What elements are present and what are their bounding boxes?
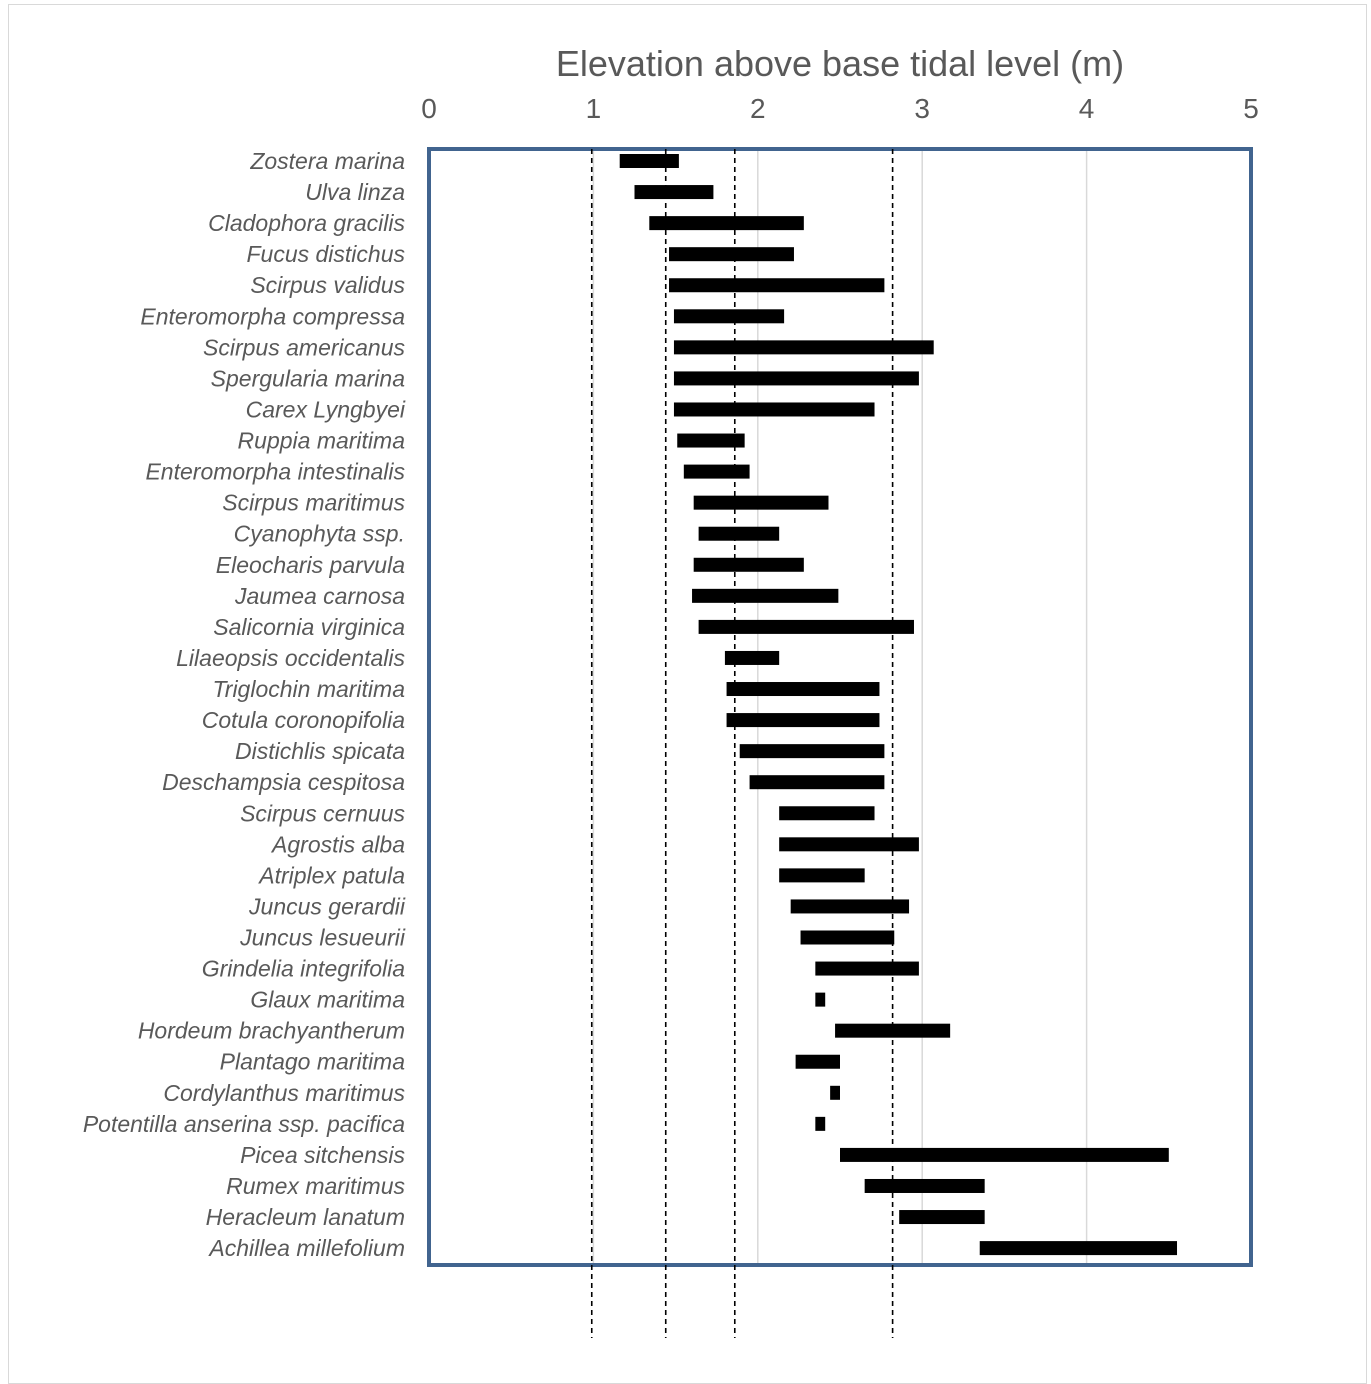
x-tick-label: 1 [586,93,602,124]
species-label: Agrostis alba [270,831,405,857]
range-bars [619,154,1178,1256]
species-label: Jaumea carnosa [234,583,405,609]
range-bar [692,588,839,603]
species-label: Ruppia maritima [238,428,405,454]
range-bar [835,1023,951,1038]
species-label: Scirpus cernuus [240,800,405,826]
range-bar [649,216,804,231]
range-bar [726,682,880,697]
species-label: Scirpus maritimus [222,490,405,516]
species-label: Lilaeopsis occidentalis [176,645,405,671]
species-label: Cotula coronopifolia [202,707,405,733]
grid-lines [592,149,1088,1265]
range-bar [779,806,875,821]
plot-area-border [427,147,1253,1267]
species-label: Grindelia integrifolia [202,956,405,982]
range-bar [673,371,919,386]
species-label: Cordylanthus maritimus [163,1080,405,1106]
species-label: Juncus gerardii [248,893,406,919]
species-label: Carex Lyngbyei [246,396,406,422]
species-label: Atriplex patula [257,862,405,888]
range-bar [979,1241,1178,1256]
species-label: Plantago maritima [220,1049,405,1075]
species-label: Picea sitchensis [240,1142,405,1168]
range-bar [899,1210,985,1225]
species-label: Ulva linza [305,179,405,205]
x-tick-label: 2 [750,93,766,124]
species-label: Triglochin maritima [212,676,405,702]
range-bar [779,868,865,883]
species-label: Potentilla anserina ssp. pacifica [83,1111,405,1137]
x-axis-title: Elevation above base tidal level (m) [556,43,1124,84]
species-label: Deschampsia cespitosa [162,769,405,795]
reference-lines [590,149,894,1338]
range-bar [815,1116,826,1131]
range-bar [634,185,714,200]
x-tick-label: 0 [421,93,437,124]
species-label: Heracleum lanatum [206,1204,405,1230]
range-bar [739,744,885,759]
range-bar [795,1054,840,1069]
x-tick-labels: 0 1 2 3 4 5 [421,93,1259,124]
species-label: Spergularia marina [211,365,405,391]
species-label: Fucus distichus [246,241,405,267]
species-label: Achillea millefolium [207,1235,405,1261]
species-label: Eleocharis parvula [216,552,405,578]
range-bar [840,1147,1169,1162]
species-label: Scirpus americanus [203,334,405,360]
species-label: Salicornia virginica [213,614,405,640]
range-bar [698,526,780,541]
x-tick-label: 3 [914,93,930,124]
range-bar [669,247,794,262]
species-label: Scirpus validus [250,272,405,298]
range-bar [830,1085,840,1100]
range-bar [815,961,919,976]
species-label: Zostera marina [249,148,405,174]
species-label: Enteromorpha compressa [140,303,405,329]
range-bar [673,402,875,417]
range-bar [673,340,934,355]
range-bar [864,1178,985,1193]
range-bar [683,464,750,479]
range-bar [669,278,885,293]
range-bar [790,899,910,914]
range-bar [779,837,919,852]
range-bar [724,650,780,665]
range-bar [673,309,785,324]
species-labels: Zostera marina Ulva linza Cladophora graci… [83,148,406,1261]
range-bar [726,713,880,728]
species-label: Cyanophyta ssp. [234,521,405,547]
species-label: Enteromorpha intestinalis [145,459,405,485]
range-bar [693,495,829,510]
species-label: Hordeum brachyantherum [138,1018,405,1044]
species-label: Juncus lesueurii [239,925,406,951]
range-bar [677,433,745,448]
species-label: Distichlis spicata [235,738,405,764]
x-tick-label: 5 [1243,93,1259,124]
range-bar [815,992,826,1007]
x-tick-label: 4 [1079,93,1095,124]
species-label: Cladophora gracilis [208,210,405,236]
range-bar [698,619,914,634]
range-bar [693,557,804,572]
range-bar [619,154,679,168]
species-label: Glaux maritima [250,987,405,1013]
range-bar [749,775,885,790]
species-label: Rumex maritimus [226,1173,405,1199]
range-bar [800,930,895,945]
